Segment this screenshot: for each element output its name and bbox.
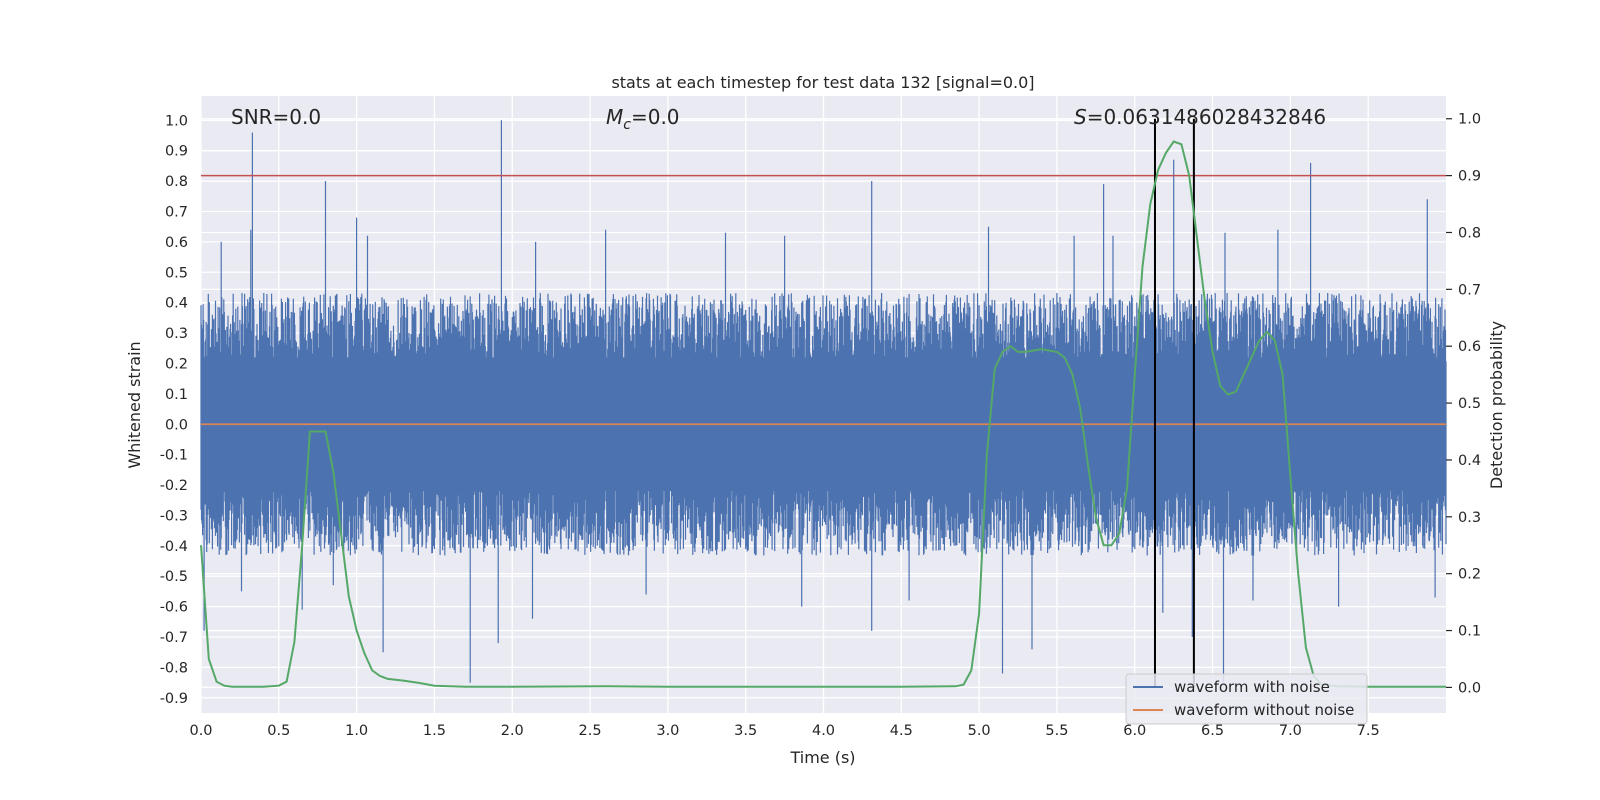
annotation-snr: SNR=0.0 xyxy=(231,105,321,129)
y-tick-label: 0.4 xyxy=(165,296,188,312)
y-tick-label: 0.7 xyxy=(165,204,188,220)
y-tick-label: -0.3 xyxy=(160,508,188,524)
annotation-chirp-mass: Mc=0.0 xyxy=(606,105,680,133)
x-tick-label: 0.5 xyxy=(267,723,290,739)
y2-tick-label: 0.5 xyxy=(1458,396,1481,412)
legend: waveform with noise waveform without noi… xyxy=(1125,673,1368,725)
y2-tick-label: 0.4 xyxy=(1458,453,1481,469)
y-tick-label: -0.6 xyxy=(160,600,188,616)
y2-tick-label: 1.0 xyxy=(1458,112,1481,128)
y-tick-label: 0.2 xyxy=(165,356,188,372)
x-tick-label: 5.0 xyxy=(968,723,991,739)
y-tick-label: -0.1 xyxy=(160,448,188,464)
y-tick-label: 0.8 xyxy=(165,174,188,190)
y2-tick-label: 0.7 xyxy=(1458,282,1481,298)
y2-tick-label: 0.0 xyxy=(1458,680,1481,696)
x-tick-label: 4.0 xyxy=(812,723,835,739)
y2-tick-label: 0.1 xyxy=(1458,624,1481,640)
x-tick-label: 7.0 xyxy=(1279,723,1302,739)
y-tick-label: -0.5 xyxy=(160,569,188,585)
y2-tick-label: 0.8 xyxy=(1458,225,1481,241)
y-tick-label: -0.9 xyxy=(160,691,188,707)
annotation-score-symbol: S xyxy=(1074,105,1087,129)
x-tick-label: 5.5 xyxy=(1045,723,1068,739)
x-ticks: 0.0 0.5 1.0 1.5 2.0 2.5 3.0 3.5 4.0 4.5 5.0 5.5 6.0 6… xyxy=(189,723,1379,739)
x-tick-label: 0.0 xyxy=(189,723,212,739)
chart-title: stats at each timestep for test data 132… xyxy=(611,73,1034,92)
y-tick-label: 0.3 xyxy=(165,326,188,342)
y-axis-label: Whitened strain xyxy=(125,341,144,468)
annotation-chirp-mass-value: =0.0 xyxy=(631,105,680,129)
x-tick-label: 4.5 xyxy=(890,723,913,739)
y-tick-label: -0.2 xyxy=(160,478,188,494)
annotation-score: S=0.0631486028432846 xyxy=(1074,105,1326,129)
x-tick-label: 3.0 xyxy=(656,723,679,739)
y2-tick-label: 0.9 xyxy=(1458,169,1481,185)
y-tick-label: 0.0 xyxy=(165,417,188,433)
x-tick-label: 6.5 xyxy=(1201,723,1224,739)
x-tick-label: 3.5 xyxy=(734,723,757,739)
y-tick-label: -0.4 xyxy=(160,539,188,555)
y-tick-label: -0.7 xyxy=(160,630,188,646)
y2-ticks: 1.0 0.9 0.8 0.7 0.6 0.5 0.4 0.3 0.2 0.1 0.0 xyxy=(1446,112,1481,696)
x-tick-label: 1.5 xyxy=(423,723,446,739)
y-tick-label: 0.9 xyxy=(165,144,188,160)
y-tick-label: 0.6 xyxy=(165,235,188,251)
legend-label-waveform-without-noise: waveform without noise xyxy=(1174,701,1354,719)
y-tick-label: -0.8 xyxy=(160,660,188,676)
annotation-score-value: =0.0631486028432846 xyxy=(1087,105,1326,129)
annotation-chirp-mass-subscript: c xyxy=(623,117,631,133)
legend-box xyxy=(1125,673,1368,725)
x-tick-label: 1.0 xyxy=(345,723,368,739)
y-tick-label: 0.5 xyxy=(165,265,188,281)
y2-tick-label: 0.3 xyxy=(1458,510,1481,526)
annotation-chirp-mass-symbol: M xyxy=(606,105,623,129)
x-tick-label: 6.0 xyxy=(1123,723,1146,739)
y2-tick-label: 0.6 xyxy=(1458,339,1481,355)
series-detection-probability xyxy=(200,140,1446,688)
legend-label-waveform-with-noise: waveform with noise xyxy=(1174,678,1330,696)
y2-tick-label: 0.2 xyxy=(1458,567,1481,583)
x-tick-label: 2.5 xyxy=(579,723,602,739)
y-tick-label: 1.0 xyxy=(165,113,188,129)
y2-axis-label: Detection probability xyxy=(1487,321,1506,489)
x-tick-label: 2.0 xyxy=(501,723,524,739)
x-tick-label: 7.5 xyxy=(1357,723,1380,739)
y-ticks: 1.0 0.9 0.8 0.7 0.6 0.5 0.4 0.3 0.2 0.1 0.0 -0.1 -0.… xyxy=(160,113,188,706)
y-tick-label: 0.1 xyxy=(165,387,188,403)
x-axis-label: Time (s) xyxy=(789,748,855,767)
